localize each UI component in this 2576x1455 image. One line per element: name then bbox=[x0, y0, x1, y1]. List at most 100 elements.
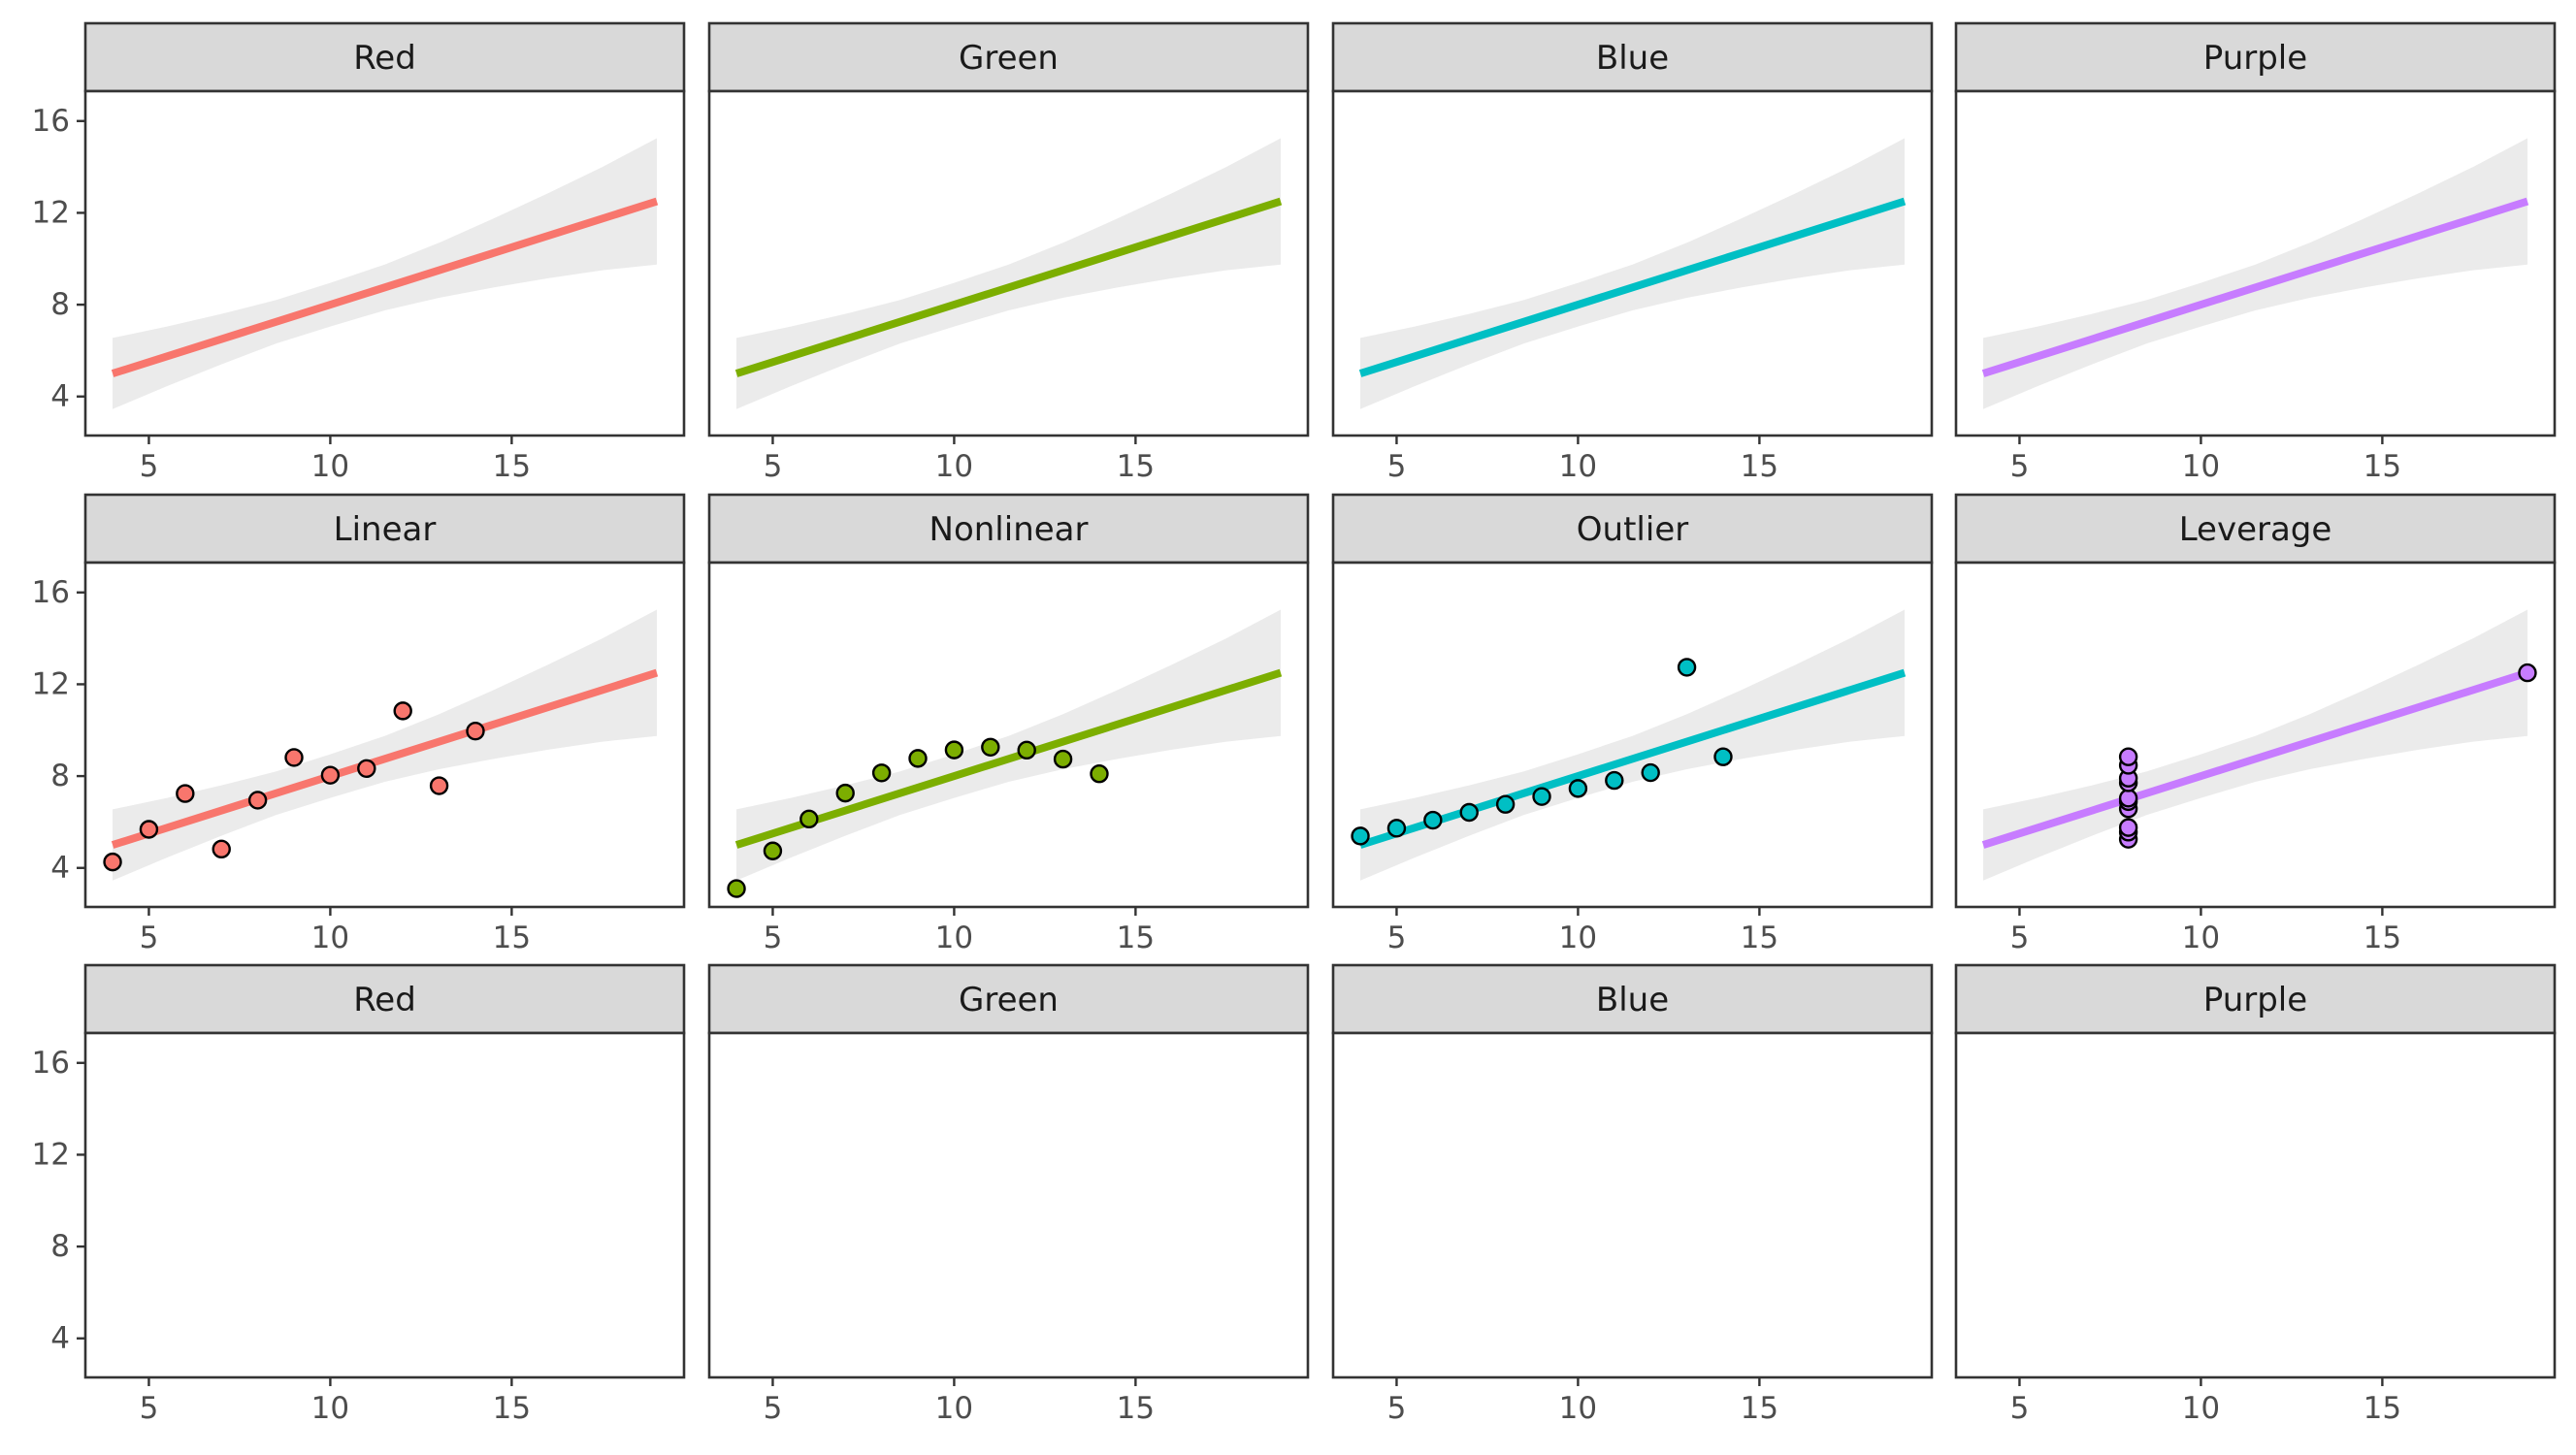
facet-strip bbox=[83, 21, 686, 93]
facet-strip bbox=[1954, 21, 2557, 93]
facet-strip bbox=[1954, 963, 2557, 1035]
data-point bbox=[1351, 826, 1370, 846]
data-point bbox=[981, 737, 1000, 757]
facet-strip bbox=[707, 493, 1310, 565]
x-tick-label: 10 bbox=[311, 449, 349, 484]
x-tick-label: 10 bbox=[1559, 449, 1597, 484]
x-tick-label: 15 bbox=[1741, 921, 1778, 955]
regression-line bbox=[111, 197, 659, 377]
panel-geoms bbox=[727, 609, 1283, 898]
facet-panel: Nonlinear 5 10 15 bbox=[707, 493, 1310, 955]
data-point bbox=[139, 820, 159, 839]
x-tick-label: 10 bbox=[2182, 921, 2220, 955]
facet-strip-label: Red bbox=[353, 39, 416, 78]
data-point bbox=[944, 740, 964, 760]
x-tick-label: 10 bbox=[935, 921, 973, 955]
plot-panel bbox=[83, 1031, 686, 1379]
facet-strip bbox=[1331, 493, 1934, 565]
data-point bbox=[1568, 779, 1588, 798]
facet-panel: Purple 5 10 15 bbox=[1954, 21, 2557, 484]
facet-strip-label: Green bbox=[959, 981, 1059, 1019]
x-tick-label: 15 bbox=[1741, 449, 1778, 484]
x-tick-label: 10 bbox=[311, 921, 349, 955]
regression-line bbox=[1358, 668, 1907, 849]
x-tick-label: 10 bbox=[2182, 449, 2220, 484]
data-point bbox=[247, 791, 268, 810]
facet-panel: Outlier 5 10 15 bbox=[1331, 493, 1934, 955]
data-point bbox=[1713, 747, 1733, 766]
data-point bbox=[727, 879, 746, 898]
panel-geoms bbox=[111, 138, 659, 409]
panel-geoms bbox=[1981, 609, 2537, 881]
x-tick-label: 10 bbox=[1559, 921, 1597, 955]
y-tick-label: 8 bbox=[50, 759, 70, 793]
facet-strip bbox=[707, 963, 1310, 1035]
x-tick-label: 15 bbox=[2364, 921, 2401, 955]
x-tick-label: 5 bbox=[764, 921, 783, 955]
y-tick-label: 8 bbox=[50, 287, 70, 322]
data-point bbox=[103, 852, 122, 872]
data-point bbox=[429, 776, 449, 795]
data-point bbox=[1017, 740, 1036, 760]
y-tick-label: 4 bbox=[50, 851, 70, 886]
facet-panel: Green 5 10 15 bbox=[707, 963, 1310, 1426]
facet-strip bbox=[83, 963, 686, 1035]
y-tick-label: 4 bbox=[50, 379, 70, 414]
facet-strip-label: Leverage bbox=[2179, 510, 2332, 549]
x-tick-label: 5 bbox=[140, 1391, 159, 1426]
panel-geoms bbox=[734, 138, 1283, 409]
x-tick-label: 5 bbox=[140, 921, 159, 955]
y-tick-label: 8 bbox=[50, 1229, 70, 1264]
data-point bbox=[835, 783, 855, 803]
data-point bbox=[1495, 794, 1516, 814]
panel-geoms bbox=[1358, 138, 1907, 409]
regression-line bbox=[1981, 668, 2529, 849]
y-tick-label: 12 bbox=[32, 666, 70, 701]
regression-line bbox=[734, 668, 1283, 849]
facet-strip bbox=[1954, 493, 2557, 565]
x-tick-label: 10 bbox=[935, 449, 973, 484]
facet-strip-label: Outlier bbox=[1577, 510, 1688, 549]
x-tick-label: 10 bbox=[1559, 1391, 1597, 1426]
confidence-band bbox=[1360, 609, 1905, 881]
regression-line bbox=[111, 668, 659, 849]
y-tick-label: 16 bbox=[32, 1046, 70, 1081]
plot-panel bbox=[1331, 1031, 1934, 1379]
facet-strip-label: Purple bbox=[2203, 39, 2307, 78]
x-tick-label: 5 bbox=[2010, 449, 2030, 484]
x-tick-label: 15 bbox=[2364, 449, 2401, 484]
data-point bbox=[393, 701, 412, 721]
data-point bbox=[1677, 658, 1697, 677]
x-tick-label: 15 bbox=[493, 449, 531, 484]
x-tick-label: 15 bbox=[2364, 1391, 2401, 1426]
data-point bbox=[176, 784, 195, 803]
regression-line bbox=[1358, 197, 1907, 377]
facet-panel: Blue 5 10 15 bbox=[1331, 963, 1934, 1426]
facet-strip-label: Purple bbox=[2203, 981, 2307, 1019]
data-point bbox=[1053, 749, 1073, 769]
confidence-band bbox=[1983, 138, 2527, 409]
y-tick-label: 16 bbox=[32, 104, 70, 139]
confidence-band bbox=[1360, 138, 1905, 409]
panel-geoms bbox=[1351, 609, 1907, 881]
data-point bbox=[871, 763, 892, 783]
data-point bbox=[1386, 819, 1407, 838]
facet-strip-label: Blue bbox=[1596, 981, 1669, 1019]
confidence-band bbox=[1983, 609, 2527, 881]
facet-strip-label: Green bbox=[959, 39, 1059, 78]
data-point bbox=[320, 765, 341, 785]
data-point bbox=[1423, 810, 1443, 830]
x-tick-label: 5 bbox=[1387, 449, 1407, 484]
plot-panel bbox=[1954, 1031, 2557, 1379]
x-tick-label: 15 bbox=[1741, 1391, 1778, 1426]
x-tick-label: 10 bbox=[311, 1391, 349, 1426]
confidence-band bbox=[736, 609, 1281, 881]
facet-strip bbox=[1331, 21, 1934, 93]
x-tick-label: 15 bbox=[493, 1391, 531, 1426]
facet-panel: Leverage 5 10 15 bbox=[1954, 493, 2557, 955]
panel-geoms bbox=[1981, 138, 2529, 409]
facet-panel: Blue 5 10 15 bbox=[1331, 21, 1934, 484]
data-point bbox=[2118, 747, 2138, 766]
facet-strip bbox=[1331, 963, 1934, 1035]
